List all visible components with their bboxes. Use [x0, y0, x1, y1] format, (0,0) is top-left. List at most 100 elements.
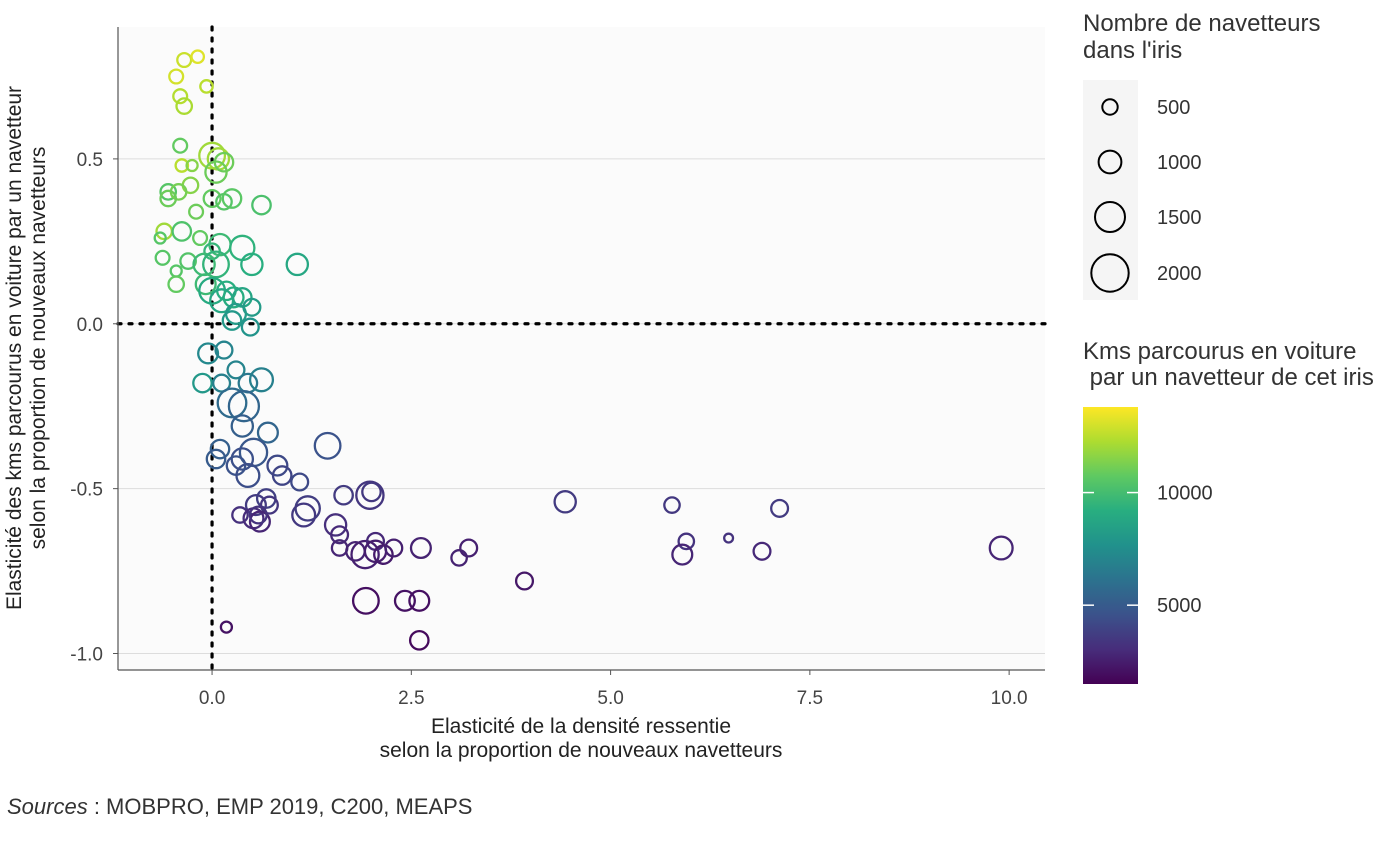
data-point-87 — [373, 544, 394, 565]
data-point-54 — [216, 387, 248, 419]
data-point-77 — [333, 484, 354, 506]
data-point-37 — [194, 273, 217, 296]
x-tick-label-3: 7.5 — [797, 688, 823, 709]
color-legend-ticks: 10000 5000 — [1083, 483, 1213, 617]
data-point-16 — [159, 189, 178, 208]
data-point-42 — [209, 288, 235, 314]
data-point-32 — [202, 250, 230, 279]
size-legend-title-line1: Nombre de navetteurs — [1083, 10, 1320, 37]
data-point-57 — [256, 421, 279, 444]
data-point-5 — [175, 97, 194, 115]
data-point-70 — [259, 495, 279, 515]
data-point-45 — [240, 317, 260, 337]
data-point-33 — [240, 252, 264, 277]
data-point-95 — [408, 589, 431, 612]
source-text: : MOBPRO, EMP 2019, C200, MEAPS — [87, 794, 473, 819]
data-point-66 — [313, 431, 342, 460]
data-point-53 — [248, 367, 275, 393]
data-point-30 — [179, 252, 197, 270]
y-axis-title-line2: selon la proportion de nouveaux navetteu… — [27, 147, 50, 550]
size-legend-label-2000: 2000 — [1157, 263, 1202, 285]
data-point-80 — [323, 513, 348, 537]
data-point-50 — [226, 360, 246, 380]
data-point-25 — [192, 229, 209, 247]
color-legend-label-10000: 10000 — [1157, 483, 1213, 505]
size-legend-label-1000: 1000 — [1157, 152, 1202, 174]
data-point-20 — [251, 194, 272, 216]
color-legend-title-line2: par un navetteur de cet iris — [1083, 364, 1374, 391]
y-axis-title-line1: Elasticité des kms parcourus en voiture … — [3, 86, 26, 610]
plot-area — [118, 27, 1045, 670]
size-legend-label-1500: 1500 — [1157, 207, 1202, 229]
data-point-91 — [450, 549, 468, 567]
data-point-34 — [285, 252, 310, 277]
color-legend-title-line1: Kms parcourus en voiture — [1083, 338, 1356, 365]
x-tick-label-2: 5.0 — [597, 688, 623, 709]
data-point-105 — [988, 535, 1014, 561]
data-point-46 — [221, 310, 243, 331]
data-point-48 — [214, 340, 234, 360]
data-point-60 — [205, 448, 227, 470]
data-point-103 — [752, 541, 772, 561]
x-axis-title-line2: selon la proportion de nouveaux navetteu… — [380, 739, 783, 762]
reference-lines — [116, 25, 1047, 672]
data-point-63 — [266, 454, 289, 477]
data-point-44 — [242, 297, 262, 317]
data-point-19 — [221, 188, 243, 209]
data-point-4 — [172, 88, 189, 105]
data-point-23 — [153, 231, 167, 245]
data-point-1 — [190, 49, 206, 65]
size-legend-key-2000 — [1090, 253, 1130, 293]
size-legend-key-1000 — [1097, 149, 1123, 175]
data-point-24 — [171, 221, 193, 242]
x-tick-label-1: 2.5 — [398, 688, 424, 709]
data-point-21 — [188, 203, 205, 220]
data-point-78 — [355, 480, 385, 510]
data-point-81 — [330, 525, 350, 545]
size-legend-keys-background — [1083, 80, 1138, 300]
size-legend-key-1500 — [1094, 201, 1126, 233]
data-point-67 — [290, 472, 310, 492]
size-legend-key-500 — [1101, 98, 1119, 116]
data-point-64 — [271, 465, 293, 486]
data-point-56 — [230, 414, 255, 438]
data-point-100 — [677, 532, 696, 551]
data-point-69 — [244, 494, 267, 517]
data-point-29 — [154, 249, 171, 266]
data-point-17 — [202, 188, 222, 209]
x-tick-label-0: 0.0 — [199, 688, 225, 709]
data-point-65 — [235, 462, 261, 489]
source-note: Sources : MOBPRO, EMP 2019, C200, MEAPS — [7, 794, 472, 820]
data-point-102 — [723, 532, 735, 544]
data-point-104 — [770, 498, 790, 518]
data-point-72 — [291, 502, 317, 528]
data-point-79 — [361, 481, 382, 503]
data-point-99 — [663, 496, 681, 514]
x-tick-labels: 0.0 2.5 5.0 7.5 10.0 — [199, 670, 1028, 709]
y-tick-label-3: -1.0 — [70, 645, 103, 666]
data-point-6 — [172, 137, 189, 154]
data-point-11 — [185, 158, 199, 173]
y-tick-label-0: 0.5 — [77, 150, 103, 171]
data-point-12 — [204, 160, 228, 184]
x-axis-title-line1: Elasticité de la densité ressentie — [431, 715, 731, 738]
data-point-49 — [192, 372, 213, 394]
data-point-55 — [227, 390, 261, 423]
source-label: Sources — [7, 794, 88, 819]
x-tick-label-4: 10.0 — [991, 688, 1028, 709]
data-point-94 — [393, 589, 416, 612]
color-legend-label-5000: 5000 — [1157, 595, 1202, 617]
data-point-3 — [199, 79, 214, 94]
data-point-14 — [159, 183, 178, 201]
data-point-2 — [168, 68, 185, 85]
size-legend-label-500: 500 — [1157, 97, 1190, 119]
y-tick-labels: 0.5 0.0 -0.5 -1.0 — [70, 150, 118, 666]
data-point-89 — [409, 536, 432, 560]
size-legend: 500 1000 1500 2000 — [1090, 97, 1202, 293]
data-point-40 — [222, 286, 245, 309]
data-point-90 — [459, 538, 479, 558]
data-point-101 — [671, 543, 694, 566]
data-point-97 — [219, 620, 234, 634]
data-point-88 — [384, 538, 404, 558]
